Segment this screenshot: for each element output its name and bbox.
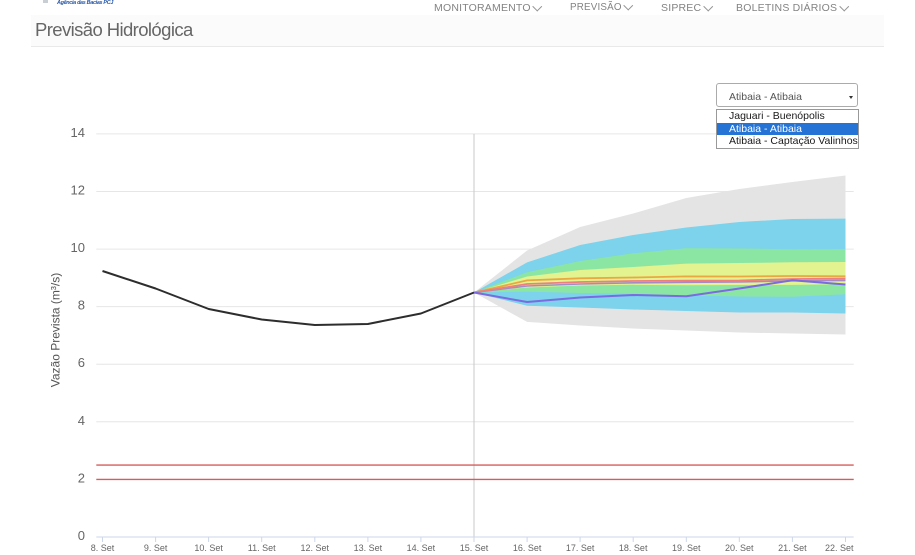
svg-text:21. Set: 21. Set (778, 543, 807, 553)
svg-text:17. Set: 17. Set (566, 543, 595, 553)
svg-text:18. Set: 18. Set (619, 543, 648, 553)
svg-text:11. Set: 11. Set (248, 543, 276, 553)
svg-text:22. Set: 22. Set (825, 543, 854, 553)
svg-text:16. Set: 16. Set (513, 543, 542, 553)
svg-text:13. Set: 13. Set (354, 543, 383, 553)
svg-text:20. Set: 20. Set (725, 543, 754, 553)
svg-text:4: 4 (78, 413, 85, 428)
svg-text:12: 12 (71, 183, 85, 198)
svg-text:8. Set: 8. Set (91, 543, 115, 553)
svg-text:10. Set: 10. Set (194, 543, 223, 553)
svg-text:15. Set: 15. Set (460, 543, 489, 553)
svg-text:2: 2 (78, 470, 85, 485)
svg-text:12. Set: 12. Set (301, 543, 330, 553)
svg-text:9. Set: 9. Set (144, 543, 168, 553)
svg-text:6: 6 (78, 355, 85, 370)
svg-text:14. Set: 14. Set (407, 543, 436, 553)
svg-text:8: 8 (78, 298, 85, 313)
svg-text:0: 0 (78, 528, 85, 543)
svg-text:10: 10 (71, 240, 85, 255)
svg-text:Vazão Prevista (m³/s): Vazão Prevista (m³/s) (49, 273, 63, 387)
svg-text:19. Set: 19. Set (672, 543, 701, 553)
svg-text:14: 14 (71, 125, 85, 140)
